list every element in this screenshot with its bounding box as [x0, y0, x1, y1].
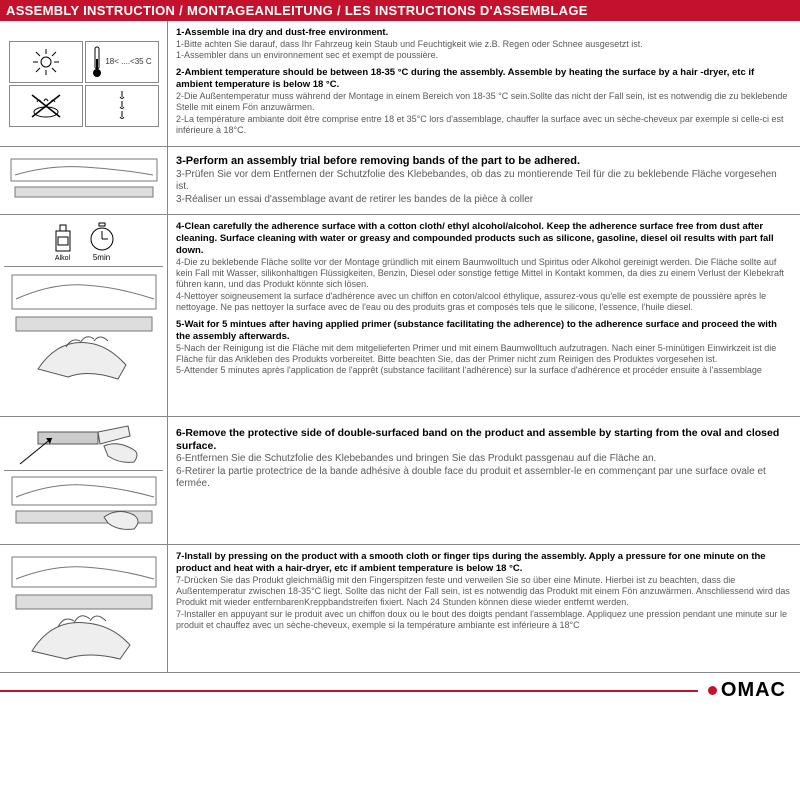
dripping-icon: [85, 85, 159, 127]
step5-fr: 5-Attender 5 minutes après l'application…: [176, 365, 792, 376]
page-title: ASSEMBLY INSTRUCTION / MONTAGEANLEITUNG …: [0, 0, 800, 21]
step3-fr: 3-Réaliser un essai d'assemblage avant d…: [176, 194, 792, 207]
step7-de: 7-Drücken Sie das Produkt gleichmäßig mi…: [176, 575, 792, 609]
text-step-1-2: 1-Assemble ina dry and dust-free environ…: [168, 21, 800, 146]
step1-fr: 1-Assembler dans un environnement sec et…: [176, 50, 792, 61]
step6-de: 6-Entfernen Sie die Schutzfolie des Kleb…: [176, 453, 792, 466]
step4-fr: 4-Nettoyer soigneusement la surface d'ad…: [176, 291, 792, 314]
illustration-clean-prime: Alkol 5min: [0, 215, 168, 416]
step2-fr: 2-La température ambiante doit être comp…: [176, 114, 792, 137]
step2-de: 2-Die Außentemperatur muss während der M…: [176, 91, 792, 114]
illustration-trial: [0, 147, 168, 214]
text-step-6: 6-Remove the protective side of double-s…: [168, 417, 800, 544]
temp-range-label: 18< ....<35 C: [105, 57, 151, 66]
step5-de: 5-Nach der Reinigung ist die Fläche mit …: [176, 343, 792, 366]
text-step-4-5: 4-Clean carefully the adherence surface …: [168, 215, 800, 416]
sun-icon: [9, 41, 83, 83]
row-step-7: 7-Install by pressing on the product wit…: [0, 545, 800, 673]
press-cloth-icon: [8, 553, 160, 665]
timer-label: 5min: [93, 253, 110, 262]
row-step-6: 6-Remove the protective side of double-s…: [0, 417, 800, 545]
logo-divider-line: [0, 690, 698, 692]
step5-en: 5-Wait for 5 mintues after having applie…: [176, 319, 792, 343]
text-step-7: 7-Install by pressing on the product wit…: [168, 545, 800, 672]
step4-en: 4-Clean carefully the adherence surface …: [176, 221, 792, 257]
illustration-peel-apply: [0, 417, 168, 544]
illustration-env-temp: 18< ....<35 C: [0, 21, 168, 146]
row-step-1-2: 18< ....<35 C 1-Assemble ina dry and dus…: [0, 21, 800, 147]
peel-tape-icon: [8, 424, 160, 468]
illustration-press: [0, 545, 168, 672]
logo-row: OMAC: [0, 673, 800, 706]
door-trim-icon: [9, 157, 159, 205]
timer-icon: 5min: [86, 221, 118, 262]
alcohol-bottle-icon: Alkol: [50, 221, 76, 262]
text-step-3: 3-Perform an assembly trial before remov…: [168, 147, 800, 214]
row-step-3: 3-Perform an assembly trial before remov…: [0, 147, 800, 215]
step4-de: 4-Die zu beklebende Fläche sollte vor de…: [176, 257, 792, 291]
step3-de: 3-Prüfen Sie vor dem Entfernen der Schut…: [176, 169, 792, 194]
step2-en: 2-Ambient temperature should be between …: [176, 67, 792, 91]
row-step-4-5: Alkol 5min 4-Clean carefully the adheren…: [0, 215, 800, 417]
logo-dot-icon: [708, 686, 717, 695]
apply-door-icon: [8, 473, 160, 537]
no-water-icon: [9, 85, 83, 127]
step1-en: 1-Assemble ina dry and dust-free environ…: [176, 27, 792, 39]
step1-de: 1-Bitte achten Sie darauf, dass Ihr Fahr…: [176, 39, 792, 50]
brand-logo: OMAC: [721, 679, 786, 702]
step7-en: 7-Install by pressing on the product wit…: [176, 551, 792, 575]
wipe-door-icon: [8, 269, 160, 389]
alcohol-label: Alkol: [55, 255, 70, 262]
step6-en: 6-Remove the protective side of double-s…: [176, 427, 792, 453]
step6-fr: 6-Retirer la partie protectrice de la ba…: [176, 466, 792, 491]
step7-fr: 7-Installer en appuyant sur le produit a…: [176, 609, 792, 632]
thermometer-icon: 18< ....<35 C: [85, 41, 159, 83]
step3-en: 3-Perform an assembly trial before remov…: [176, 155, 792, 169]
